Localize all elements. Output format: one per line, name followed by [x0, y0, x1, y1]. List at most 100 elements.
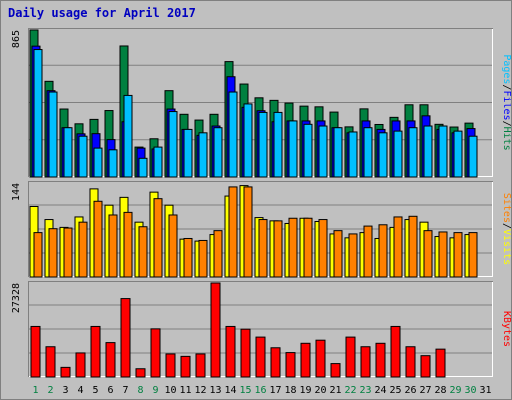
pages-bar [408, 127, 418, 178]
sites-bar [198, 239, 208, 278]
kbytes-bar [285, 352, 296, 378]
sites-bar [63, 227, 73, 278]
x-tick-label: 31 [479, 385, 491, 396]
kbytes-bar [60, 366, 71, 378]
x-tick-label: 23 [359, 385, 371, 396]
kbytes-bar [210, 282, 221, 378]
pages-bar [33, 49, 43, 178]
legend-entry: / [501, 84, 511, 90]
kbytes-bar [120, 298, 131, 378]
x-tick-label: 11 [179, 385, 191, 396]
legend-label: Pages/Files/Hits [501, 54, 511, 150]
pages-bar [468, 135, 478, 178]
kbytes-bar [300, 342, 311, 378]
x-tick-label: 28 [434, 385, 446, 396]
kbytes-bar [330, 363, 341, 378]
x-tick-label: 22 [344, 385, 356, 396]
sites-bar [423, 230, 433, 278]
kbytes-bar [195, 353, 206, 378]
kbytes-bar [135, 368, 146, 378]
sites-bar [258, 219, 268, 278]
y-max-label: 27328 [11, 283, 22, 313]
sites-bar [213, 230, 223, 278]
legend-entry: / [501, 223, 511, 229]
sites-bar [348, 233, 358, 278]
sites-bar [393, 216, 403, 278]
sites-bar [93, 200, 103, 278]
x-tick-label: 20 [314, 385, 326, 396]
sites-bar [138, 226, 148, 278]
x-tick-label: 4 [77, 385, 83, 396]
kbytes-bar [165, 353, 176, 378]
kbytes-bar [105, 342, 116, 378]
x-tick-label: 9 [152, 385, 158, 396]
x-tick-label: 13 [209, 385, 221, 396]
kbytes-bar [240, 328, 251, 378]
sites-bar [153, 198, 163, 278]
kbytes-bar [75, 352, 86, 378]
pages-bar [138, 157, 148, 178]
sites-bar [183, 237, 193, 278]
x-tick-label: 19 [299, 385, 311, 396]
x-tick-label: 12 [194, 385, 206, 396]
kbytes-bar [390, 325, 401, 378]
sites-bar [108, 214, 118, 278]
sites-bar [468, 232, 478, 278]
y-max-label: 865 [11, 30, 22, 48]
legend-entry: Files [501, 90, 511, 120]
kbytes-bar [225, 325, 236, 378]
pages-bar [213, 127, 223, 178]
sites-bar [438, 231, 448, 278]
pages-bar [228, 91, 238, 178]
x-tick-label: 26 [404, 385, 416, 396]
legend-entry: Visits [501, 229, 511, 265]
pages-bar [168, 111, 178, 178]
legend-label: Sites/Visits [501, 193, 511, 265]
pages-bar [78, 135, 88, 178]
x-tick-label: 18 [284, 385, 296, 396]
kbytes-bar [180, 355, 191, 378]
kbytes-bar [345, 336, 356, 378]
pages-bar [303, 123, 313, 178]
sites-bar [378, 224, 388, 278]
legend-entry: Sites [501, 193, 511, 223]
x-tick-label: 17 [269, 385, 281, 396]
pages-bar [288, 120, 298, 178]
x-tick-label: 30 [464, 385, 476, 396]
pages-bar [333, 127, 343, 178]
sites-bar [288, 217, 298, 278]
kbytes-bar [435, 348, 446, 378]
pages-bar [198, 132, 208, 178]
pages-bar [258, 111, 268, 178]
sites-bar [333, 230, 343, 278]
sites-bar [318, 219, 328, 278]
x-tick-label: 1 [32, 385, 38, 396]
pages-bar [453, 130, 463, 178]
pages-bar [153, 146, 163, 178]
sites-bar [363, 225, 373, 278]
sites-bar [123, 211, 133, 278]
pages-bar [423, 125, 433, 178]
x-tick-label: 5 [92, 385, 98, 396]
x-tick-label: 7 [122, 385, 128, 396]
x-tick-label: 3 [62, 385, 68, 396]
pages-bar [393, 130, 403, 178]
sites-bar [453, 232, 463, 278]
kbytes-bar [90, 325, 101, 378]
legend-entry: Hits [501, 127, 511, 151]
x-tick-label: 6 [107, 385, 113, 396]
kbytes-bar [270, 347, 281, 378]
kbytes-bar [255, 336, 266, 378]
legend-entry: KBytes [501, 311, 511, 347]
kbytes-bar [405, 346, 416, 378]
pages-bar [93, 147, 103, 178]
x-tick-label: 14 [224, 385, 236, 396]
sites-bar [228, 186, 238, 278]
pages-bar [48, 91, 58, 178]
pages-bar [108, 149, 118, 178]
sites-bar [408, 215, 418, 278]
x-tick-label: 10 [164, 385, 176, 396]
pages-bar [63, 127, 73, 178]
